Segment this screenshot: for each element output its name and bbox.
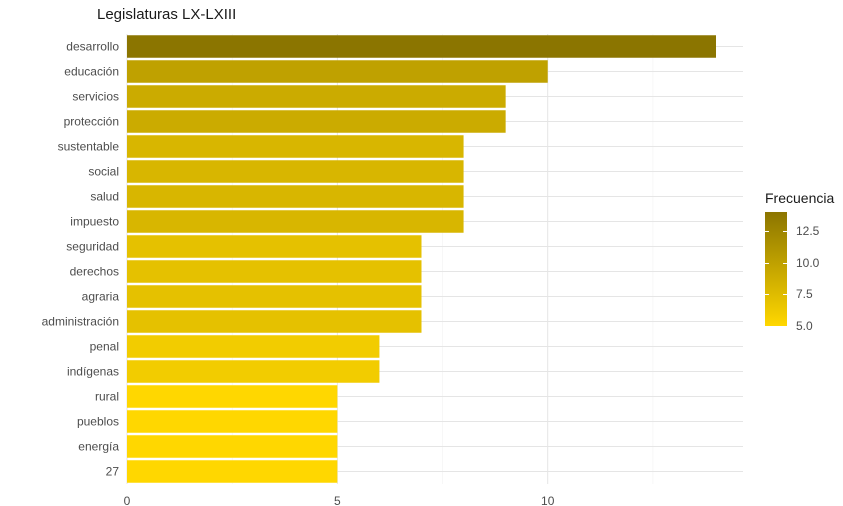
legend-title: Frecuencia — [765, 190, 835, 206]
bar-penal — [127, 335, 380, 358]
x-axis-ticks: 0 5 10 — [124, 494, 555, 506]
bar-salud — [127, 185, 464, 208]
bar-27 — [127, 460, 338, 483]
category-label: servicios — [72, 90, 119, 104]
legend-tick-mark — [765, 326, 769, 327]
category-label: social — [88, 165, 119, 179]
category-label: 27 — [106, 465, 120, 479]
legend-tick-mark — [765, 262, 769, 264]
bar-derechos — [127, 260, 422, 283]
bar-energía — [127, 435, 338, 458]
category-label: educación — [64, 65, 119, 79]
category-labels: desarrollo educación servicios protección su… — [42, 40, 120, 479]
category-label: penal — [90, 340, 119, 354]
bars — [127, 35, 716, 483]
x-tick-label: 10 — [541, 494, 555, 506]
bar-sustentable — [127, 135, 464, 158]
legend-tick-mark — [783, 262, 787, 264]
bar-seguridad — [127, 235, 422, 258]
category-label: sustentable — [58, 140, 120, 154]
category-label: protección — [64, 115, 119, 129]
x-tick-label: 0 — [124, 494, 131, 506]
category-label: salud — [90, 190, 119, 204]
legend-tick-label: 10.0 — [796, 255, 820, 270]
legend-tick-mark — [765, 294, 769, 296]
legend-tick-mark — [783, 326, 787, 327]
category-label: derechos — [70, 265, 119, 279]
bar-indígenas — [127, 360, 380, 383]
legend-tick-mark — [783, 231, 787, 232]
minor-gridlines — [231, 34, 654, 484]
chart-title: Legislaturas LX-LXIII — [97, 6, 237, 23]
legend-tick-label: 12.5 — [796, 224, 820, 238]
bar-rural — [127, 385, 338, 408]
bar-agraria — [127, 285, 422, 308]
bar-servicios — [127, 85, 506, 108]
bar-desarrollo — [127, 35, 716, 58]
legend-tick-mark — [783, 294, 787, 296]
bar-social — [127, 160, 464, 183]
category-label: seguridad — [66, 240, 119, 254]
category-label: indígenas — [67, 365, 119, 379]
category-label: energía — [78, 440, 119, 454]
legend-tick-mark — [765, 231, 769, 232]
bar-administración — [127, 310, 422, 333]
category-label: agraria — [82, 290, 120, 304]
category-label: rural — [95, 390, 119, 404]
category-label: desarrollo — [66, 40, 119, 54]
bar-educación — [127, 60, 548, 83]
x-tick-label: 5 — [334, 494, 341, 506]
bar-impuesto — [127, 210, 464, 233]
category-label: administración — [42, 315, 119, 329]
bar-protección — [127, 110, 506, 133]
legend-colorbar — [765, 212, 787, 326]
bar-pueblos — [127, 410, 338, 433]
legend-tick-label: 5.0 — [796, 319, 813, 333]
legend: Frecuencia 12.5 10.0 7.5 5.0 — [765, 190, 835, 333]
legend-tick-label: 7.5 — [796, 287, 813, 302]
category-label: impuesto — [70, 215, 119, 229]
category-label: pueblos — [77, 415, 119, 429]
